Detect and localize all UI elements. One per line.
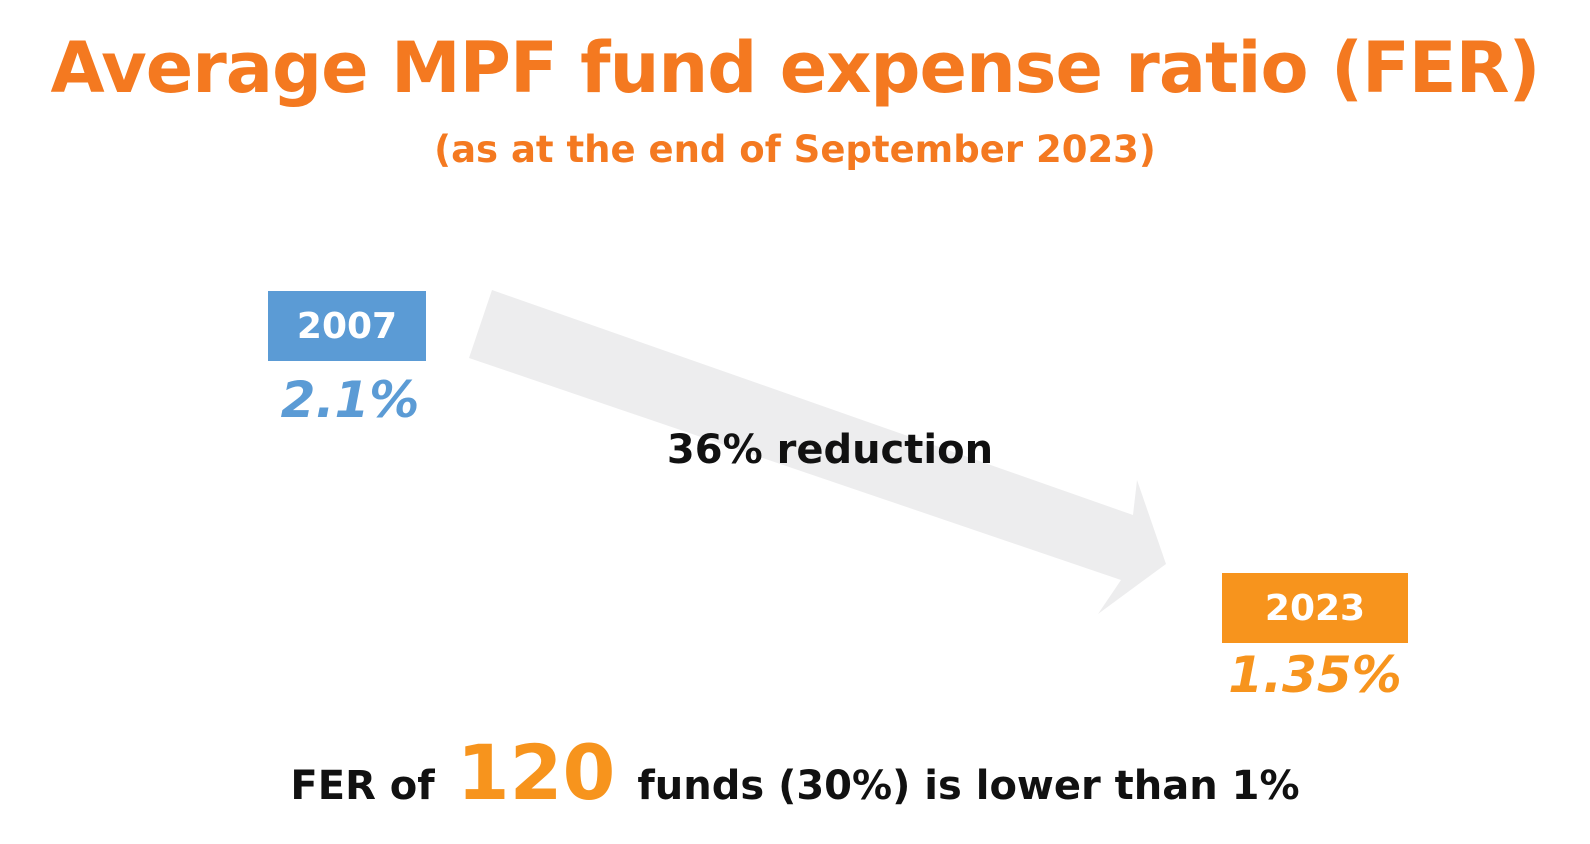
end-fer-value: 1.35% [1228,646,1402,704]
summary-fund-count: 120 [456,728,616,817]
end-year-badge: 2023 [1222,573,1408,643]
summary-statement: FER of 120 funds (30%) is lower than 1% [0,728,1590,817]
start-year-badge: 2007 [268,291,426,361]
reduction-label: 36% reduction [666,427,994,473]
page-title: Average MPF fund expense ratio (FER) [50,27,1541,109]
start-year-label: 2007 [296,305,398,347]
end-year-label: 2023 [1264,587,1366,629]
trend-arrow-shape [469,290,1166,614]
summary-suffix: funds (30%) is lower than 1% [637,763,1300,809]
summary-prefix: FER of [290,763,435,809]
page-subtitle: (as at the end of September 2023) [434,128,1156,171]
start-fer-value: 2.1% [280,371,420,429]
